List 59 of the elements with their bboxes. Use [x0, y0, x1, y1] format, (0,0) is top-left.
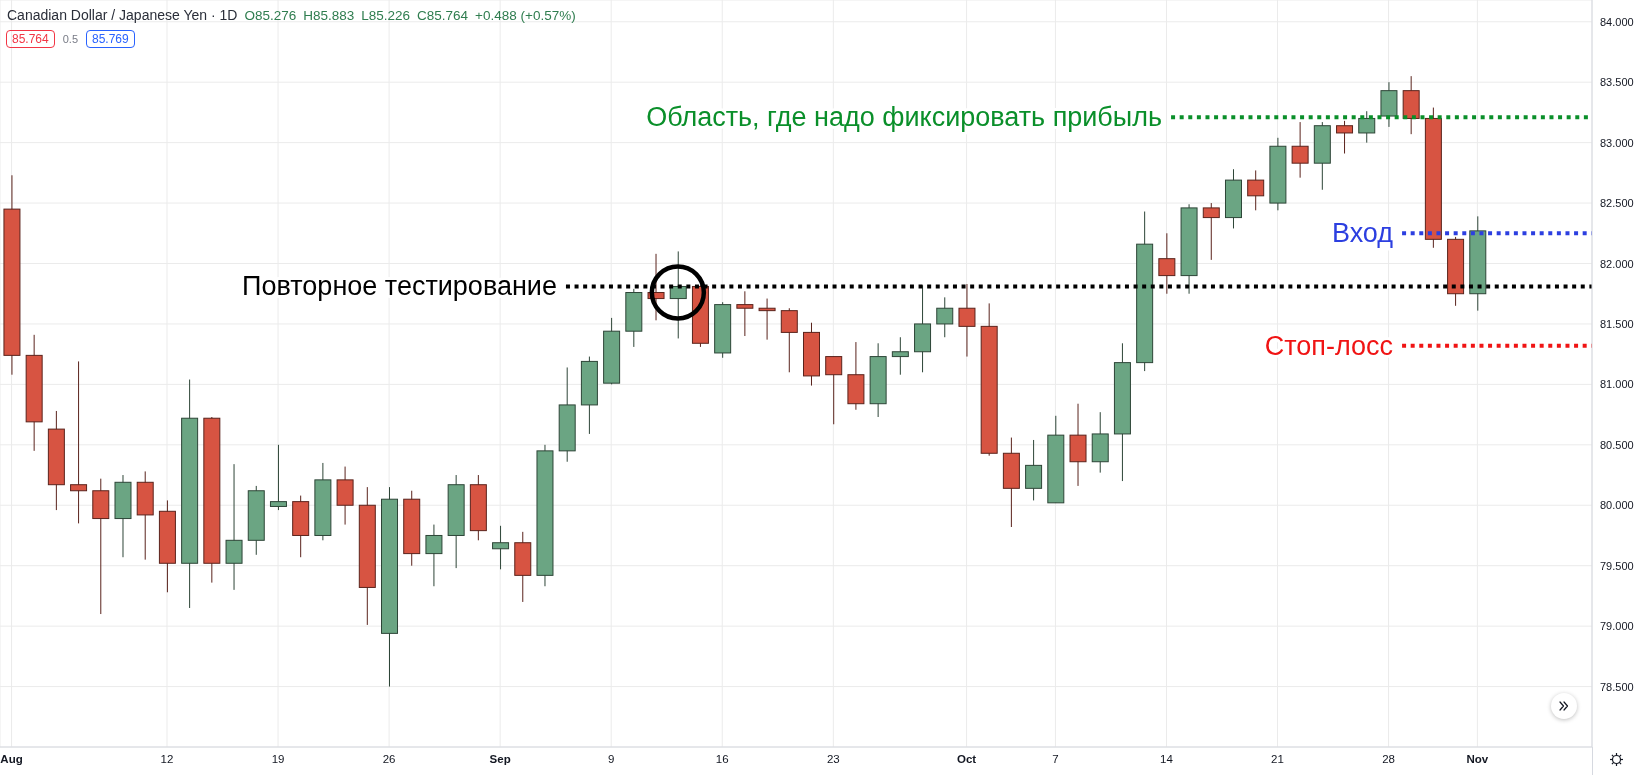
- x-tick-label: 28: [1382, 753, 1395, 765]
- y-tick-label: 79.000: [1600, 620, 1634, 633]
- candlestick: [758, 298, 776, 341]
- candlestick: [891, 336, 909, 376]
- candlestick: [1158, 232, 1176, 295]
- x-tick-label: Sep: [489, 753, 511, 765]
- x-tick-label: 9: [608, 753, 615, 765]
- candlestick: [225, 463, 243, 591]
- candlestick: [958, 283, 976, 358]
- annotation: 85.764: [6, 30, 55, 48]
- y-tick-label: 82.500: [1600, 197, 1634, 210]
- y-tick-label: 78.500: [1600, 680, 1634, 693]
- x-tick-label: 12: [160, 753, 174, 765]
- candlestick: [269, 444, 287, 511]
- y-tick-label: 83.000: [1600, 136, 1634, 149]
- x-tick-label: Oct: [956, 753, 977, 765]
- x-tick-label: 7: [1052, 753, 1059, 765]
- ref-line-label: Область, где надо фиксировать прибыль: [646, 102, 1163, 133]
- y-tick-label: 82.000: [1600, 257, 1634, 270]
- y-tick-label: 81.500: [1600, 317, 1634, 330]
- ref-line-label: Повторное тестирование: [242, 271, 557, 302]
- x-tick-label: Nov: [1466, 753, 1489, 765]
- ref-line-label: Стоп-лосс: [1264, 330, 1394, 361]
- candlestick: [669, 250, 687, 339]
- candlestick: [1336, 120, 1354, 155]
- annotation: +0.488 (+0.57%): [475, 8, 576, 23]
- x-tick-label: Aug: [0, 753, 23, 765]
- ref-line-label: Вход: [1331, 218, 1394, 249]
- y-tick-label: 83.500: [1600, 76, 1634, 89]
- annotation: L85.226: [361, 8, 411, 23]
- x-tick-label: 23: [826, 753, 840, 765]
- candlestick: [780, 307, 798, 373]
- candlestick: [1202, 202, 1220, 261]
- y-tick-label: 80.500: [1600, 438, 1634, 451]
- annotation: O85.276: [244, 8, 297, 23]
- candlestick: [936, 296, 954, 338]
- candlestick: [825, 356, 843, 425]
- candlestick: [736, 290, 754, 337]
- y-tick-label: 79.500: [1600, 559, 1634, 572]
- x-tick-label: 21: [1271, 753, 1284, 765]
- text: Canadian Dollar / Japanese Yen · 1D: [7, 7, 238, 23]
- x-tick-label: 14: [1160, 753, 1174, 765]
- x-tick-label: 19: [271, 753, 285, 765]
- candlestick: [1291, 121, 1309, 179]
- y-tick-label: 81.000: [1600, 378, 1634, 391]
- candlestick: [492, 525, 510, 570]
- annotation: H85.883: [303, 8, 355, 23]
- annotation: 0.5: [61, 32, 79, 46]
- candlestick: [1025, 439, 1043, 501]
- x-tick-label: 16: [715, 753, 729, 765]
- candlestick: [1358, 110, 1376, 144]
- y-tick-label: 80.000: [1600, 499, 1634, 512]
- y-tick-label: 84.000: [1600, 15, 1634, 28]
- candlestick: [425, 524, 443, 587]
- candlestick: [70, 360, 88, 524]
- annotation: 85.769: [86, 30, 135, 48]
- candlestick: [1247, 169, 1265, 211]
- annotation: C85.764: [417, 8, 469, 23]
- x-tick-label: 26: [382, 753, 396, 765]
